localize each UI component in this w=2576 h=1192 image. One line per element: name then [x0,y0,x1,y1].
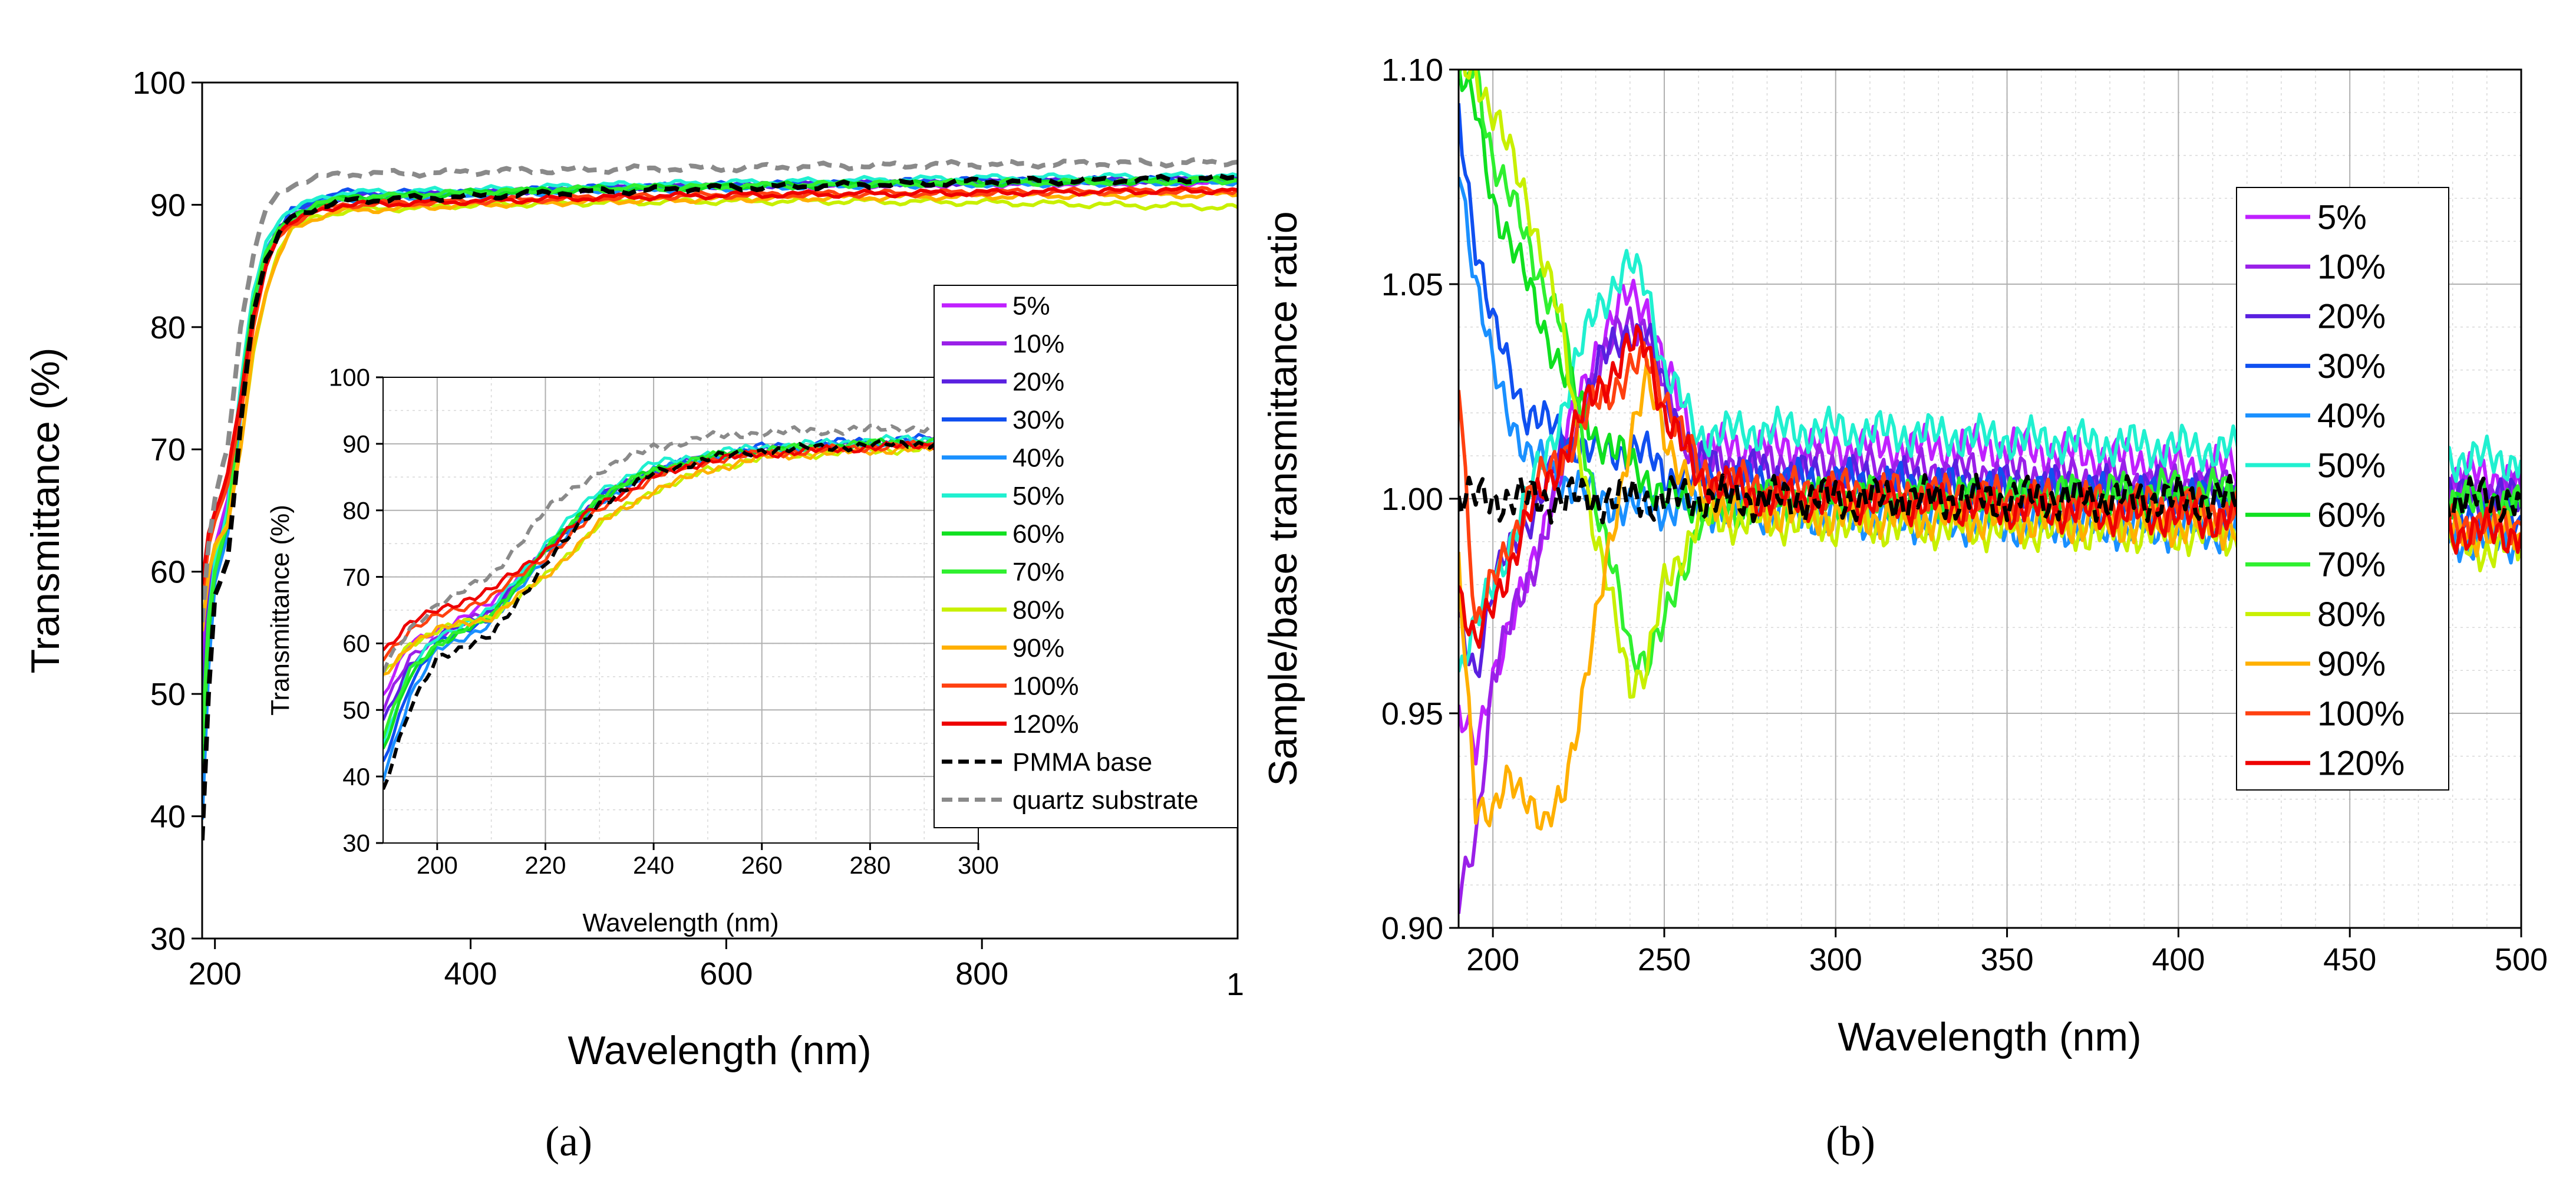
legend-label: 10% [2317,248,2386,287]
panel-a-ytick-label: 70 [150,432,186,467]
legend-label: 100% [2317,694,2405,733]
panel-a: 200 400 600 800 30 40 50 60 70 80 90 100 1 Wavelengt… [23,65,1244,1165]
inset-series-line [383,443,978,676]
panel-a-legend: 5% 10% 20% 30% 40% 50% 60% 70% 80% 90% 100% 120% PMM… [934,285,1238,828]
panel-b-xtick-label: 500 [2495,942,2548,977]
panel-a-xtick-label: 200 [189,956,242,992]
legend-label: 50% [2317,446,2386,485]
legend-label: 40% [2317,397,2386,435]
inset-ytick-label: 90 [342,430,370,458]
panel-b-xtick-label: 450 [2323,942,2376,977]
legend-label: 70% [2317,546,2386,584]
inset-series [383,422,978,790]
panel-a-xtick-label-clipped: 1 [1226,967,1244,1002]
legend-label: 90% [2317,645,2386,683]
legend-label: 20% [1012,367,1064,396]
panel-a-series-line [202,156,1238,623]
legend-label: 120% [2317,745,2405,783]
panel-b-xlabel: Wavelength (nm) [1838,1015,2141,1059]
panel-a-xtick-label: 600 [700,956,753,992]
legend-label: 80% [2317,595,2386,634]
panel-b-ytick-label: 0.90 [1381,911,1443,946]
inset-ytick-label: 60 [342,630,370,657]
inset-ytick-label: 30 [342,829,370,857]
panel-b-ytick-label: 0.95 [1381,696,1443,732]
legend-label: 30% [1012,406,1064,434]
panel-b: 200 250 300 350 400 450 500 0.90 0.95 1.00 1.05 1.1… [1261,52,2548,1165]
legend-label: PMMA base [1012,748,1152,776]
inset-xtick-label: 220 [525,851,566,879]
panel-a-xtick-label: 400 [444,956,497,992]
inset-series-line [383,422,978,673]
legend-label: 40% [1012,443,1064,472]
inset-xtick-label: 280 [849,851,890,879]
legend-label: 5% [1012,291,1050,320]
legend-label: quartz substrate [1012,786,1199,815]
legend-label: 5% [2317,198,2367,236]
legend-label: 80% [1012,595,1064,624]
legend-label: 90% [1012,634,1064,663]
legend-label: 70% [1012,558,1064,587]
panel-a-ytick-label: 40 [150,799,186,834]
inset-ticks: 200 220 240 260 280 300 30 40 50 60 70 80 90 100 [329,364,999,879]
panel-b-legend: 5% 10% 20% 30% 40% 50% 60% 70% 80% 90% 100% 120% [2236,187,2449,791]
panel-b-ytick-label: 1.10 [1381,52,1443,88]
inset-series-line [383,438,978,651]
legend-label: 50% [1012,482,1064,511]
panel-a-ytick-label: 100 [133,65,186,101]
panel-b-ticks: 200 250 300 350 400 450 500 0.90 0.95 1.00 1.05 1.1… [1381,52,2548,977]
panel-a-inset: 200 220 240 260 280 300 30 40 50 60 70 80 90 100 Wave… [266,364,999,937]
panel-a-legend-box [934,285,1238,828]
panel-a-caption: (a) [545,1118,592,1165]
inset-xlabel: Wavelength (nm) [582,908,779,937]
panel-b-caption: (b) [1826,1118,1875,1165]
panel-b-ytick-label: 1.00 [1381,482,1443,517]
panel-b-xtick-label: 400 [2152,942,2205,977]
inset-series-line [383,436,978,790]
inset-ytick-label: 80 [342,496,370,524]
legend-label: 30% [2317,347,2386,386]
panel-b-legend-box [2236,187,2449,791]
legend-label: 100% [1012,671,1079,700]
panel-a-ytick-label: 60 [150,555,186,590]
inset-xtick-label: 200 [417,851,458,879]
legend-label: 10% [1012,330,1064,358]
panel-b-xtick-label: 300 [1809,942,1862,977]
inset-ytick-label: 40 [342,763,370,791]
inset-xtick-label: 260 [741,851,783,879]
panel-b-ytick-label: 1.05 [1381,267,1443,302]
legend-label: 60% [1012,519,1064,548]
panel-a-xtick-label: 800 [955,956,1008,992]
inset-ytick-label: 50 [342,696,370,724]
panel-a-series-line [202,186,1238,585]
inset-ytick-label: 70 [342,563,370,591]
inset-xtick-label: 240 [633,851,674,879]
panel-a-series [202,156,1238,841]
inset-ylabel: Transmittance (%) [266,505,295,716]
inset-ytick-label: 100 [329,364,370,391]
inset-series-line [383,432,978,745]
panel-b-xtick-label: 200 [1466,942,1519,977]
panel-a-ytick-label: 50 [150,677,186,712]
panel-a-ytick-label: 90 [150,187,186,223]
panel-a-ytick-label: 30 [150,921,186,957]
panel-b-ylabel: Sample/base transmittance ratio [1261,211,1305,786]
inset-xtick-label: 300 [958,851,999,879]
panel-a-xlabel: Wavelength (nm) [568,1028,871,1073]
panel-a-ylabel: Transmittance (%) [23,348,68,674]
legend-label: 20% [2317,298,2386,336]
panel-a-series-line [202,172,1238,841]
panel-b-xtick-label: 250 [1638,942,1691,977]
panel-a-ticks: 200 400 600 800 30 40 50 60 70 80 90 100 1 [133,65,1244,1002]
legend-label: 120% [1012,710,1079,739]
legend-label: 60% [2317,496,2386,535]
panel-b-xtick-label: 350 [1981,942,2034,977]
panel-a-ytick-label: 80 [150,310,186,345]
